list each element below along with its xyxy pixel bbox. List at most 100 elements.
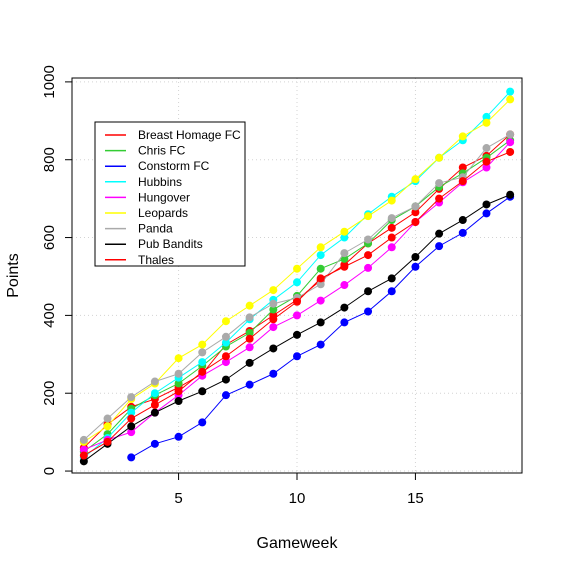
series-8 (79, 147, 515, 460)
data-point (316, 251, 325, 260)
data-point (364, 235, 373, 244)
series-2 (127, 192, 515, 462)
legend-box (94, 121, 246, 267)
data-point (245, 358, 254, 367)
data-point (221, 375, 230, 384)
data-point (458, 163, 467, 172)
data-point (269, 344, 278, 353)
data-point (364, 263, 373, 272)
y-tick-label: 0 (41, 467, 58, 475)
data-point (435, 194, 444, 203)
data-point (411, 208, 420, 217)
data-point (174, 354, 183, 363)
data-point (340, 281, 349, 290)
y-tick-label: 200 (41, 381, 58, 406)
data-point (482, 118, 491, 127)
data-point (269, 305, 278, 314)
legend-label: Hubbins (138, 175, 182, 189)
x-tick-label: 10 (289, 490, 306, 507)
data-point (482, 112, 491, 121)
data-point (387, 287, 396, 296)
data-point (482, 163, 491, 172)
data-point (482, 209, 491, 218)
data-point (269, 299, 278, 308)
data-point (316, 340, 325, 349)
data-point (221, 358, 230, 367)
data-point (198, 367, 207, 376)
data-point (316, 274, 325, 283)
data-point (174, 369, 183, 378)
data-point (435, 242, 444, 251)
data-point (506, 190, 515, 199)
data-point (387, 274, 396, 283)
data-point (435, 153, 444, 162)
data-point (364, 251, 373, 260)
data-point (127, 414, 136, 423)
data-point (316, 318, 325, 327)
data-point (364, 212, 373, 221)
data-point (245, 343, 254, 352)
x-tick-label: 5 (174, 490, 182, 507)
legend-label: Chris FC (138, 144, 186, 158)
data-point (340, 254, 349, 263)
data-point (79, 451, 88, 460)
legend-label: Panda (138, 222, 173, 236)
data-point (340, 318, 349, 327)
data-point (387, 243, 396, 252)
data-point (435, 229, 444, 238)
data-point (364, 307, 373, 316)
data-point (174, 387, 183, 396)
data-point (198, 340, 207, 349)
data-point (458, 216, 467, 225)
data-point (245, 334, 254, 343)
data-point (269, 369, 278, 378)
data-point (269, 315, 278, 324)
data-point (506, 95, 515, 104)
data-point (150, 400, 159, 409)
data-point (221, 332, 230, 341)
data-point (245, 301, 254, 310)
data-point (293, 311, 301, 320)
y-tick-label: 400 (41, 303, 58, 328)
data-point (198, 387, 207, 396)
data-point (387, 196, 396, 205)
data-point (316, 264, 325, 273)
data-point (198, 348, 207, 357)
data-point (411, 253, 420, 262)
series-layer (79, 87, 515, 466)
data-point (245, 380, 254, 389)
data-point (293, 278, 301, 287)
x-tick-label: 15 (407, 490, 424, 507)
data-point (269, 323, 278, 332)
data-point (340, 227, 349, 236)
data-point (245, 313, 254, 322)
data-point (127, 408, 136, 417)
data-point (316, 243, 325, 252)
legend-label: Leopards (138, 206, 188, 220)
data-point (387, 233, 396, 242)
data-point (482, 157, 491, 166)
data-point (269, 286, 278, 295)
data-point (127, 453, 136, 462)
data-point (411, 175, 420, 184)
data-point (150, 389, 159, 398)
legend-label: Constorm FC (138, 159, 210, 173)
axes: 5 10 15 0 200 400 600 800 1000 (41, 65, 424, 507)
y-axis-title: Points (5, 253, 22, 297)
data-point (293, 264, 301, 273)
data-point (316, 296, 325, 305)
data-point (458, 228, 467, 237)
data-point (506, 138, 515, 147)
data-point (174, 432, 183, 441)
data-point (340, 303, 349, 312)
data-point (79, 457, 88, 466)
data-point (293, 330, 301, 339)
data-point (316, 280, 325, 289)
data-point (150, 377, 159, 386)
data-point (103, 422, 112, 431)
y-tick-label: 600 (41, 225, 58, 250)
data-point (293, 352, 301, 361)
data-point (387, 214, 396, 223)
y-tick-label: 800 (41, 147, 58, 172)
